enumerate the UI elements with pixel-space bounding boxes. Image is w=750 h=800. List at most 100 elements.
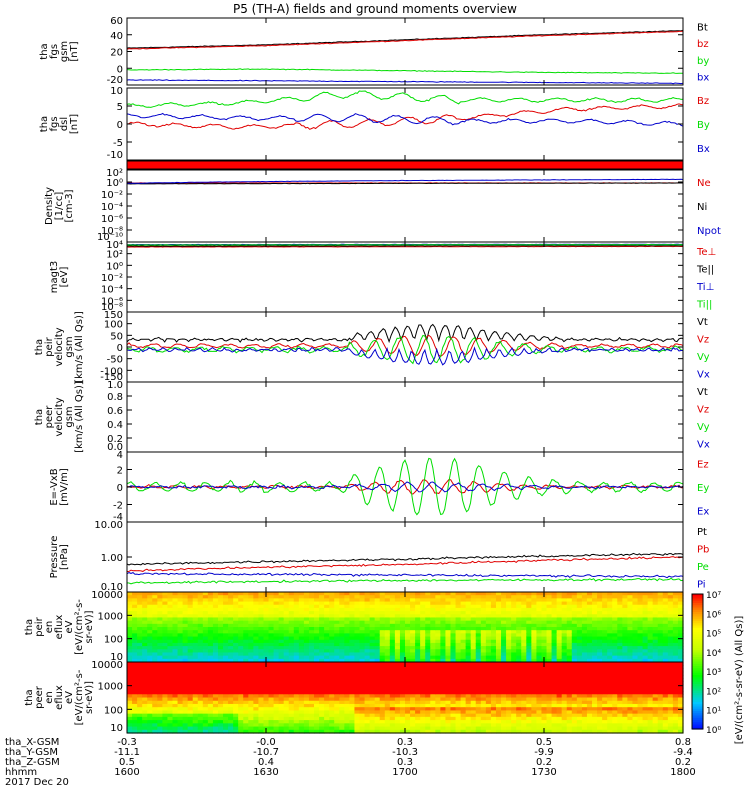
legend-Ex: Ex — [697, 506, 709, 517]
legend-Vy: Vy — [697, 352, 710, 363]
y-axis-label: tha — [39, 116, 50, 132]
series-Ex — [126, 481, 684, 493]
legend-Pe: Pe — [697, 562, 709, 573]
y-tick-label: -4 — [113, 512, 123, 523]
y-tick-label: 10⁻⁴ — [101, 202, 123, 213]
legend-by: by — [697, 56, 709, 67]
colorbar-tick: 10³ — [706, 668, 721, 678]
series-Pe — [126, 577, 684, 585]
legend-Vt: Vt — [697, 317, 708, 328]
legend-Ez: Ez — [697, 460, 709, 471]
y-tick-label: -20 — [107, 75, 123, 86]
y-axis-label: peer — [44, 405, 55, 429]
y-axis-label: eV — [64, 691, 75, 704]
y-axis-label: velocity — [54, 327, 65, 366]
y-tick-label: 10⁰ — [106, 261, 123, 272]
y-tick-label: 0.6 — [107, 406, 123, 417]
y-tick-label: 1000 — [98, 682, 123, 693]
panel-frame — [126, 17, 684, 86]
series-Bx — [126, 112, 684, 127]
y-axis-label: Density — [44, 187, 55, 225]
y-axis-label: peer — [34, 685, 45, 709]
x-tick-hhmm: 1730 — [531, 767, 556, 778]
y-axis-label: gsm — [64, 336, 75, 357]
legend-Npot: Npot — [697, 226, 721, 237]
colorbar-tick: 10² — [706, 687, 721, 697]
y-tick-label: 100 — [104, 705, 123, 716]
panel-frame — [126, 451, 684, 523]
series-Bz — [126, 103, 684, 130]
y-tick-label: 10000 — [91, 660, 123, 671]
series-Vx — [126, 346, 684, 366]
y-axis-label: [eV/(cm²-s- — [74, 669, 85, 725]
series-Pt — [126, 552, 684, 566]
y-axis-label: E=-VxB — [49, 468, 60, 505]
y-axis-label: fgs — [49, 44, 60, 59]
x-tick-X: 0.3 — [397, 737, 413, 748]
y-axis-label: eV — [64, 620, 75, 633]
x-tick-Y: -10.7 — [253, 747, 279, 758]
legend-Bt: Bt — [697, 22, 708, 33]
x-tick-Z: 0.2 — [536, 757, 552, 768]
y-tick-label: 10⁻⁸ — [101, 226, 123, 237]
y-tick-label: 0 — [117, 343, 123, 354]
colorbar-tick: 10⁵ — [706, 630, 721, 640]
y-axis-label: [nPa] — [59, 544, 70, 570]
x-date-label: 2017 Dec 20 — [5, 777, 69, 788]
y-tick-label: 2 — [117, 466, 123, 477]
series-Bt — [126, 29, 684, 49]
y-axis-label: tha — [34, 339, 45, 355]
y-axis-label: tha — [24, 619, 35, 635]
y-axis-label: sr-eV)] — [84, 610, 95, 643]
y-tick-label: 20 — [110, 48, 123, 59]
panel-peer-velocity: 1.00.8 0.6 0.4 0.20.0 tha peer velocity gsm [km/… — [34, 380, 710, 453]
legend-Vz: Vz — [697, 334, 709, 345]
legend-Bx: Bx — [697, 144, 710, 155]
y-tick-label: -50 — [107, 355, 123, 366]
legend-Vz: Vz — [697, 404, 709, 415]
series-Npot — [127, 178, 684, 184]
x-tick-Y: -9.9 — [534, 747, 554, 758]
legend-Te||: Te|| — [696, 264, 714, 275]
y-tick-label: 10⁰ — [106, 178, 123, 189]
x-tick-hhmm: 1800 — [670, 767, 695, 778]
colorbar-tick: 10⁷ — [706, 591, 721, 601]
panel-peer-eflux: 10000 1000 100 10 tha peer en eflux eV [eV/(cm²-s… — [24, 660, 684, 734]
x-tick-hhmm: 1700 — [392, 767, 417, 778]
y-tick-label: 10 — [110, 652, 123, 663]
series-Ni — [126, 182, 683, 185]
x-tick-hhmm: 1630 — [253, 767, 278, 778]
y-axis-label: gsm — [64, 406, 75, 427]
flag-bar — [126, 160, 684, 170]
y-axis-label: en — [44, 691, 55, 704]
series-by — [126, 68, 683, 74]
y-tick-label: 150 — [104, 310, 123, 321]
panel-pressure: 10.00 1.00 0.10 Pressure [nPa] Pt Pb Pe Pi — [49, 520, 709, 593]
y-axis-label: velocity — [54, 397, 65, 436]
y-tick-label: 10.00 — [94, 520, 123, 531]
panel-efield: 4 2 0 -2-4 E=-VxB [mV/m] Ez Ey Ex — [49, 450, 709, 523]
y-tick-label: -10 — [107, 150, 123, 161]
y-axis-label: [nT] — [69, 41, 80, 61]
x-tick-Z: 0.3 — [397, 757, 413, 768]
y-axis-label: tha — [34, 409, 45, 425]
y-tick-label: 10⁻⁶ — [101, 214, 123, 225]
legend-Vx: Vx — [697, 439, 710, 450]
y-tick-label: -2 — [113, 501, 123, 512]
y-axis-label: [1/cc] — [54, 192, 65, 221]
series-Vz — [126, 334, 684, 357]
x-tick-Z: 0.2 — [675, 757, 691, 768]
y-tick-label: 1000 — [98, 611, 123, 622]
y-tick-label: 10² — [106, 168, 123, 179]
x-tick-Y: -11.1 — [114, 747, 140, 758]
y-tick-label: 10 — [110, 86, 123, 97]
y-axis-label: eflux — [54, 685, 65, 710]
y-tick-label: 100 — [104, 320, 123, 331]
series-Ey — [126, 457, 684, 516]
y-tick-label: 10⁻⁶ — [101, 296, 123, 307]
y-axis-label: [eV/(cm²-s- — [74, 599, 85, 655]
legend-Ey: Ey — [697, 483, 709, 494]
panel-frame — [126, 521, 684, 593]
